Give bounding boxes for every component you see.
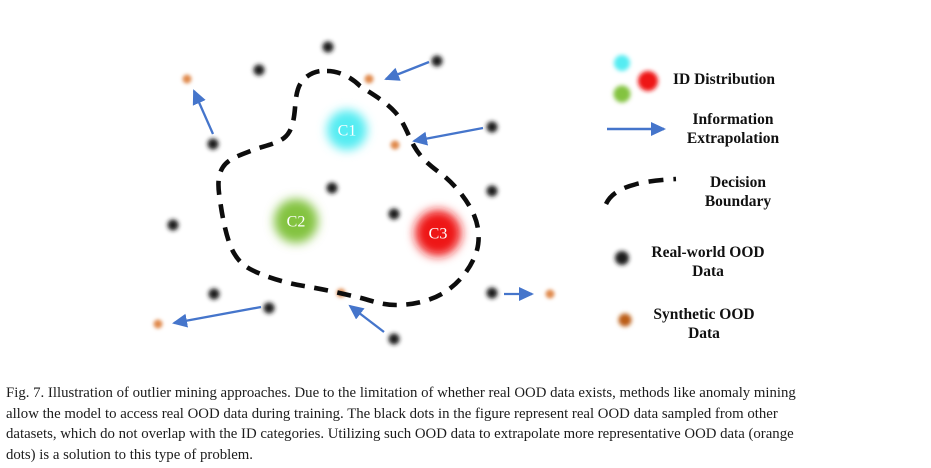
legend-text: Data (692, 262, 724, 280)
extrapolation-arrow (412, 126, 484, 146)
decision-boundary (216, 68, 481, 308)
cluster-label: C3 (429, 226, 448, 243)
legend-text: Real-world OOD (651, 244, 765, 261)
cluster-c2 (274, 199, 318, 243)
real-world-ood-dot (431, 55, 443, 67)
extrapolation-arrow (348, 304, 385, 333)
legend-label-information-extrapolation: Information Extrapolation (653, 111, 813, 148)
id-red-dot (638, 71, 658, 91)
extrapolation-arrow (172, 305, 262, 328)
synthetic-ood-dot (182, 74, 192, 84)
cluster-label: C2 (287, 214, 306, 231)
caption-line: datasets, which do not overlap with the … (6, 426, 794, 442)
real-world-ood-dot (167, 219, 179, 231)
extrapolation-arrow (384, 60, 430, 81)
real-world-ood-dot (486, 121, 498, 133)
legend-text: Synthetic OOD (653, 306, 755, 323)
legend-text: Data (688, 324, 720, 342)
real-world-ood-dot (486, 287, 498, 299)
real-world-ood-dot (207, 138, 219, 150)
real-world-ood-dot (388, 208, 400, 220)
synthetic-ood-icon (618, 313, 632, 327)
legend-text: ID Distribution (672, 71, 776, 88)
real-world-ood-dot (263, 302, 275, 314)
caption-line: allow the model to access real OOD data … (6, 405, 778, 422)
legend-label-id-distribution: ID Distribution (644, 71, 804, 90)
legend-label-real-world-ood: Real-world OOD Data (628, 244, 788, 281)
legend-label-decision-boundary: Decision Boundary (658, 174, 818, 211)
real-world-ood-dot (326, 182, 338, 194)
id-green-dot (613, 85, 631, 103)
synthetic-ood-dot (364, 74, 374, 84)
synthetic-ood-dot (390, 140, 400, 150)
real-world-ood-dot (388, 333, 400, 345)
cluster-c3 (415, 210, 461, 256)
legend-label-synthetic-ood: Synthetic OOD Data (624, 306, 784, 343)
figure-caption: Fig. 7. Illustration of outlier mining a… (6, 383, 796, 465)
real-world-ood-dot (486, 185, 498, 197)
cluster-label: C1 (338, 123, 357, 140)
outlier-mining-diagram: C1 C2 C3 (153, 41, 677, 345)
real-world-ood-dot (322, 41, 334, 53)
extrapolation-arrow (192, 89, 215, 135)
id-distribution-icon (613, 55, 658, 103)
caption-line: Fig. 7. Illustration of outlier mining a… (6, 385, 796, 401)
legend-text: Extrapolation (686, 129, 780, 147)
synthetic-ood-dot (545, 289, 555, 299)
caption-line: dots) is a solution to this type of prob… (6, 446, 254, 463)
cluster-c1 (327, 110, 367, 150)
legend-text: Boundary (704, 192, 772, 210)
real-world-ood-dot (253, 64, 265, 76)
id-cyan-dot (614, 55, 630, 71)
legend-text: Information (692, 111, 774, 128)
real-world-ood-dot (208, 288, 220, 300)
decision-boundary-icon (603, 176, 677, 206)
legend-text: Decision (710, 174, 766, 191)
real-world-ood-icon (615, 251, 629, 265)
synthetic-ood-dot (153, 319, 163, 329)
